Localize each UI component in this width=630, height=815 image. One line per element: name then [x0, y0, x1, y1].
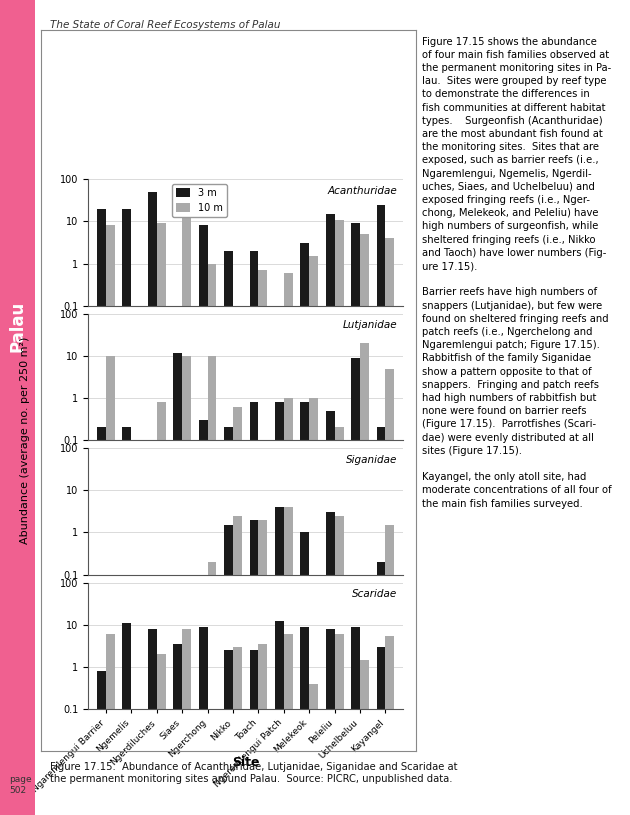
- Bar: [224, 251, 233, 815]
- Bar: [351, 358, 360, 815]
- Bar: [301, 244, 309, 815]
- Text: Lutjanidae: Lutjanidae: [342, 320, 397, 330]
- Bar: [157, 402, 166, 815]
- Bar: [301, 532, 309, 815]
- Bar: [335, 427, 343, 815]
- Bar: [386, 368, 394, 815]
- Bar: [249, 650, 258, 815]
- Bar: [275, 402, 284, 815]
- Legend: 3 m, 10 m: 3 m, 10 m: [172, 184, 227, 217]
- Bar: [182, 356, 191, 815]
- Bar: [208, 562, 217, 815]
- Text: The State of Coral Reef Ecosystems of Palau: The State of Coral Reef Ecosystems of Pa…: [50, 20, 281, 30]
- Bar: [249, 251, 258, 815]
- Bar: [360, 234, 369, 815]
- Bar: [326, 411, 335, 815]
- Text: Scaridae: Scaridae: [352, 589, 397, 599]
- Bar: [258, 644, 267, 815]
- Bar: [97, 209, 106, 815]
- Bar: [182, 629, 191, 815]
- Bar: [198, 420, 208, 815]
- Bar: [198, 226, 208, 815]
- Bar: [377, 427, 386, 815]
- Bar: [208, 356, 217, 815]
- Bar: [106, 634, 115, 815]
- Text: Figure 17.15 shows the abundance
of four main fish families observed at
the perm: Figure 17.15 shows the abundance of four…: [422, 37, 612, 509]
- Bar: [97, 671, 106, 815]
- Bar: [326, 513, 335, 815]
- Bar: [360, 659, 369, 815]
- Bar: [148, 629, 157, 815]
- Bar: [377, 205, 386, 815]
- Bar: [360, 343, 369, 815]
- Text: Site: Site: [232, 756, 260, 769]
- Bar: [198, 627, 208, 815]
- Bar: [182, 192, 191, 815]
- Bar: [284, 634, 293, 815]
- Bar: [106, 226, 115, 815]
- Bar: [122, 427, 132, 815]
- Bar: [386, 636, 394, 815]
- Bar: [106, 356, 115, 815]
- Bar: [351, 223, 360, 815]
- Text: Siganidae: Siganidae: [345, 455, 397, 465]
- Bar: [284, 273, 293, 815]
- Bar: [309, 398, 318, 815]
- Bar: [326, 214, 335, 815]
- Bar: [301, 402, 309, 815]
- Bar: [233, 408, 242, 815]
- Bar: [309, 256, 318, 815]
- Bar: [258, 520, 267, 815]
- Bar: [122, 209, 132, 815]
- Bar: [335, 516, 343, 815]
- Bar: [326, 629, 335, 815]
- Bar: [173, 644, 182, 815]
- Bar: [224, 427, 233, 815]
- Bar: [335, 634, 343, 815]
- Bar: [309, 684, 318, 815]
- Text: page
502: page 502: [9, 775, 32, 795]
- Bar: [258, 270, 267, 815]
- Bar: [148, 192, 157, 815]
- Bar: [386, 238, 394, 815]
- Bar: [284, 507, 293, 815]
- Bar: [386, 525, 394, 815]
- Bar: [249, 520, 258, 815]
- Bar: [233, 516, 242, 815]
- Bar: [173, 353, 182, 815]
- Bar: [275, 622, 284, 815]
- Bar: [275, 507, 284, 815]
- Text: Acanthuridae: Acanthuridae: [327, 186, 397, 196]
- Bar: [97, 427, 106, 815]
- Bar: [249, 402, 258, 815]
- Text: Palau: Palau: [8, 301, 26, 351]
- Bar: [377, 562, 386, 815]
- Bar: [122, 623, 132, 815]
- Bar: [233, 647, 242, 815]
- Bar: [284, 398, 293, 815]
- Bar: [157, 223, 166, 815]
- Bar: [301, 627, 309, 815]
- Text: Figure 17.15.  Abundance of Acanthuridae, Lutjanidae, Siganidae and Scaridae at
: Figure 17.15. Abundance of Acanthuridae,…: [50, 762, 458, 784]
- Bar: [208, 263, 217, 815]
- Bar: [157, 654, 166, 815]
- Bar: [377, 647, 386, 815]
- Text: Abundance (average no. per 250 m²): Abundance (average no. per 250 m²): [20, 337, 30, 544]
- Bar: [351, 627, 360, 815]
- Bar: [224, 650, 233, 815]
- Bar: [224, 525, 233, 815]
- Bar: [335, 220, 343, 815]
